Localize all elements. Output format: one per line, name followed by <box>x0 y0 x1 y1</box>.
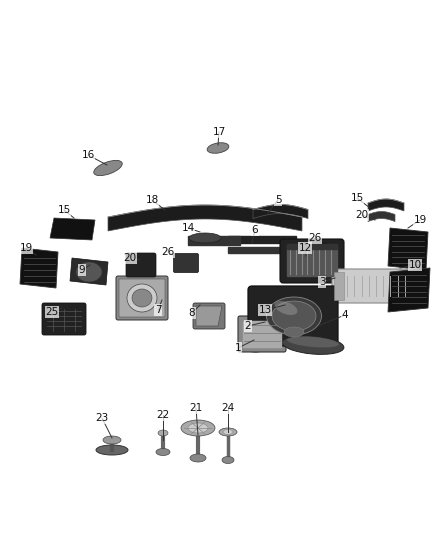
Text: 25: 25 <box>46 307 59 317</box>
FancyBboxPatch shape <box>332 269 420 303</box>
Text: 20: 20 <box>124 253 137 263</box>
Ellipse shape <box>189 233 221 243</box>
Polygon shape <box>50 218 95 240</box>
Ellipse shape <box>127 284 157 312</box>
Text: 13: 13 <box>258 305 272 315</box>
Text: 4: 4 <box>342 310 348 320</box>
Ellipse shape <box>222 456 234 464</box>
Ellipse shape <box>190 454 206 462</box>
Polygon shape <box>253 205 308 219</box>
Text: 24: 24 <box>221 403 235 413</box>
Polygon shape <box>70 258 108 285</box>
Ellipse shape <box>103 436 121 444</box>
Ellipse shape <box>132 289 152 307</box>
Ellipse shape <box>96 445 128 455</box>
Text: 26: 26 <box>161 247 175 257</box>
Bar <box>228 236 296 243</box>
Ellipse shape <box>266 297 321 335</box>
Text: 8: 8 <box>189 308 195 318</box>
FancyBboxPatch shape <box>248 286 338 346</box>
Text: 19: 19 <box>413 215 427 225</box>
Text: 10: 10 <box>409 260 421 270</box>
FancyBboxPatch shape <box>126 253 156 277</box>
FancyBboxPatch shape <box>119 279 165 317</box>
Ellipse shape <box>181 420 215 436</box>
Polygon shape <box>368 212 395 222</box>
Ellipse shape <box>188 423 208 433</box>
Text: 2: 2 <box>245 321 251 331</box>
FancyBboxPatch shape <box>173 254 198 272</box>
Text: 20: 20 <box>356 210 368 220</box>
Text: 15: 15 <box>350 193 364 203</box>
FancyBboxPatch shape <box>42 303 86 335</box>
Text: 3: 3 <box>319 277 325 287</box>
Text: 14: 14 <box>181 223 194 233</box>
Text: 26: 26 <box>308 233 321 243</box>
Ellipse shape <box>94 160 122 175</box>
Ellipse shape <box>76 262 102 282</box>
Text: 22: 22 <box>156 410 170 420</box>
Ellipse shape <box>287 336 339 348</box>
Polygon shape <box>388 268 430 312</box>
Ellipse shape <box>272 301 316 331</box>
Polygon shape <box>334 272 344 300</box>
Polygon shape <box>20 248 58 288</box>
Polygon shape <box>108 205 302 231</box>
Text: 6: 6 <box>252 225 258 235</box>
Text: 18: 18 <box>145 195 159 205</box>
FancyBboxPatch shape <box>280 239 344 283</box>
Ellipse shape <box>282 336 344 354</box>
Polygon shape <box>196 306 222 326</box>
Text: 12: 12 <box>298 243 311 253</box>
FancyBboxPatch shape <box>193 303 225 329</box>
Polygon shape <box>388 228 428 270</box>
Bar <box>243 321 281 347</box>
Ellipse shape <box>158 430 168 436</box>
Ellipse shape <box>219 428 237 436</box>
Ellipse shape <box>207 143 229 154</box>
Text: 1: 1 <box>235 343 241 353</box>
Bar <box>287 244 337 249</box>
Ellipse shape <box>156 448 170 456</box>
Ellipse shape <box>284 327 304 337</box>
FancyBboxPatch shape <box>238 316 286 352</box>
Bar <box>228 247 296 253</box>
Polygon shape <box>368 199 404 211</box>
Ellipse shape <box>275 301 297 315</box>
FancyBboxPatch shape <box>116 276 168 320</box>
Text: 15: 15 <box>57 205 71 215</box>
Text: 9: 9 <box>79 265 85 275</box>
Text: 23: 23 <box>95 413 109 423</box>
Text: 21: 21 <box>189 403 203 413</box>
Text: 5: 5 <box>275 195 281 205</box>
Ellipse shape <box>223 430 233 434</box>
Bar <box>188 236 240 245</box>
Bar <box>287 246 337 276</box>
Text: 19: 19 <box>19 243 32 253</box>
Text: 16: 16 <box>81 150 95 160</box>
FancyBboxPatch shape <box>304 244 326 262</box>
Ellipse shape <box>240 338 268 352</box>
Text: 7: 7 <box>155 305 161 315</box>
Text: 17: 17 <box>212 127 226 137</box>
